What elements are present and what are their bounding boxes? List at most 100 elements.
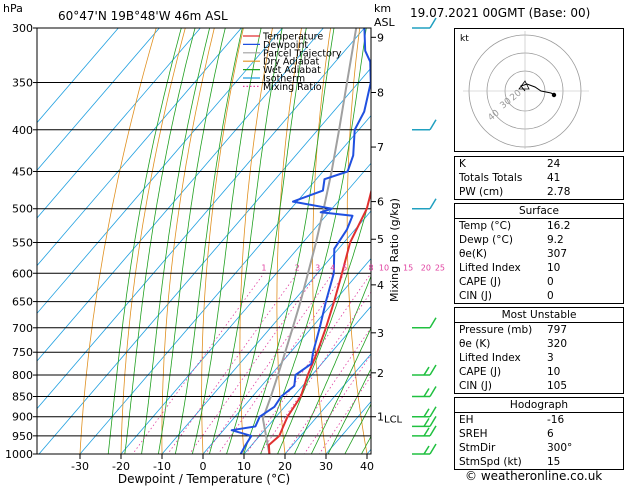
pressure-tick-label: 550	[12, 236, 33, 249]
isotherm-line	[243, 305, 371, 454]
mixing-ratio-line	[132, 273, 265, 454]
pressure-tick-label: 300	[12, 22, 33, 35]
hodo-row-value: 6	[547, 428, 554, 440]
mu-row-label: CAPE (J)	[459, 366, 502, 378]
temperature-line	[267, 188, 371, 454]
km-tick-label: 4	[377, 279, 384, 292]
hodograph-title: Hodograph	[455, 398, 623, 413]
isotherm-line	[202, 258, 371, 454]
hodo-marker	[518, 80, 530, 90]
pressure-tick-label: 450	[12, 165, 33, 178]
km-tick-label: 8	[377, 87, 384, 100]
mixing-ratio-label: 5	[342, 263, 347, 272]
surface-row-label: θe(K)	[459, 248, 487, 260]
mu-row-value: 10	[547, 366, 561, 378]
hodo-row-label: StmDir	[459, 442, 496, 454]
datetime-label: 19.07.2021 00GMT (Base: 00)	[410, 6, 591, 20]
mixing-ratio-line	[167, 273, 298, 454]
isotherm-line	[37, 28, 119, 124]
dry-adiabat-line	[161, 28, 215, 454]
legend-label: Isotherm	[263, 74, 305, 85]
surface-row-value: 307	[547, 248, 568, 260]
km-tick-label: 7	[377, 141, 384, 154]
legend-label: Parcel Trajectory	[263, 48, 342, 59]
isotherm-line	[37, 28, 242, 267]
dewpoint-line	[230, 28, 371, 454]
wind-barb-flag	[429, 425, 437, 437]
legend-label: Mixing Ratio	[263, 82, 322, 93]
dry-adiabat-line	[201, 28, 244, 454]
mixing-ratio-label: 3	[315, 263, 320, 272]
hodograph-trace	[520, 83, 556, 96]
legend-label: Dry Adiabat	[263, 57, 320, 68]
wind-barb-flag	[423, 445, 430, 455]
isotherm-line	[37, 28, 365, 410]
wet-adiabat-line	[277, 192, 371, 454]
hodograph-stats-box: Hodograph EH -16 SREH 6 StmDir 300° StmSpd …	[454, 397, 624, 470]
wind-barb-flag	[429, 416, 437, 427]
wind-barb-flag	[429, 386, 437, 397]
pressure-tick-label: 900	[12, 411, 33, 424]
mixing-ratio-label: 8	[369, 263, 374, 272]
indices-panel: K 24 Totals Totals 41 PW (cm) 2.78 Surface …	[454, 156, 624, 473]
k-index-value: 24	[547, 158, 561, 170]
wind-barb-flag	[429, 364, 437, 376]
plot-frame	[36, 27, 372, 455]
temp-tick-label: 20	[278, 460, 292, 473]
mu-row-value: 105	[547, 380, 568, 392]
pw-label: PW (cm)	[459, 186, 504, 198]
mu-row-value: 320	[547, 338, 568, 350]
totals-totals-label: Totals Totals	[459, 172, 523, 184]
surface-row-label: Temp (°C)	[459, 220, 512, 232]
wind-barb-flag	[429, 406, 437, 418]
most-unstable-title: Most Unstable	[455, 308, 623, 323]
surface-row-value: 0	[547, 290, 554, 302]
mu-row-value: 797	[547, 324, 568, 336]
mixing-ratio-axis-label: Mixing Ratio (g/kg)	[388, 198, 401, 302]
isotherm-line	[393, 16, 450, 471]
wet-adiabat-line	[124, 28, 196, 454]
surface-row-value: 16.2	[547, 220, 571, 232]
hodo-ring-label-40: 40	[487, 108, 502, 123]
legend-label: Temperature	[262, 32, 323, 43]
km-tick-label: 2	[377, 367, 384, 380]
hodo-row-label: SREH	[459, 428, 488, 440]
surface-row-label: CAPE (J)	[459, 276, 502, 288]
wind-barb-flag	[423, 366, 430, 376]
mu-row-label: Lifted Index	[459, 352, 521, 364]
isotherm-line	[37, 28, 201, 219]
mixing-ratio-label: 20	[421, 263, 431, 272]
temp-tick-label: -10	[153, 460, 171, 473]
mixing-ratio-label: 2	[295, 263, 300, 272]
mixing-ratio-label: 15	[403, 263, 413, 272]
mixing-ratio-label: 25	[435, 263, 445, 272]
temp-tick-label: 10	[237, 460, 251, 473]
km-tick-label: 1	[377, 411, 384, 424]
surface-row-value: 10	[547, 262, 561, 274]
wind-barb-flag	[429, 119, 437, 131]
surface-row-label: Lifted Index	[459, 262, 521, 274]
surface-row-label: Dewp (°C)	[459, 234, 513, 246]
mu-row-label: Pressure (mb)	[459, 324, 533, 336]
mixing-ratio-line	[189, 273, 319, 454]
most-unstable-box: Most Unstable Pressure (mb) 797 θe (K) 320…	[454, 307, 624, 394]
wind-barb-flag	[429, 317, 437, 329]
pressure-tick-label: 800	[12, 369, 33, 382]
storm-motion-dot	[551, 92, 557, 98]
wind-barb-flag	[429, 198, 437, 210]
temp-tick-label: -20	[112, 460, 130, 473]
pressure-tick-label: 650	[12, 296, 33, 309]
wet-adiabat-line	[157, 28, 226, 454]
hodo-row-value: 15	[547, 456, 561, 468]
skew-t-chart: 3003504004505005506006507007508008509009…	[3, 2, 450, 486]
wet-adiabat-line	[107, 28, 182, 454]
temp-tick-label: 30	[319, 460, 333, 473]
km-tick-label: 3	[377, 327, 384, 340]
mixing-ratio-line	[205, 273, 334, 454]
pressure-tick-label: 850	[12, 390, 33, 403]
pressure-tick-label: 500	[12, 203, 33, 216]
pressure-tick-label: 350	[12, 77, 33, 90]
wet-adiabat-line	[294, 275, 371, 454]
wind-barb-flag	[423, 388, 430, 397]
asl-label: ASL	[374, 16, 396, 29]
